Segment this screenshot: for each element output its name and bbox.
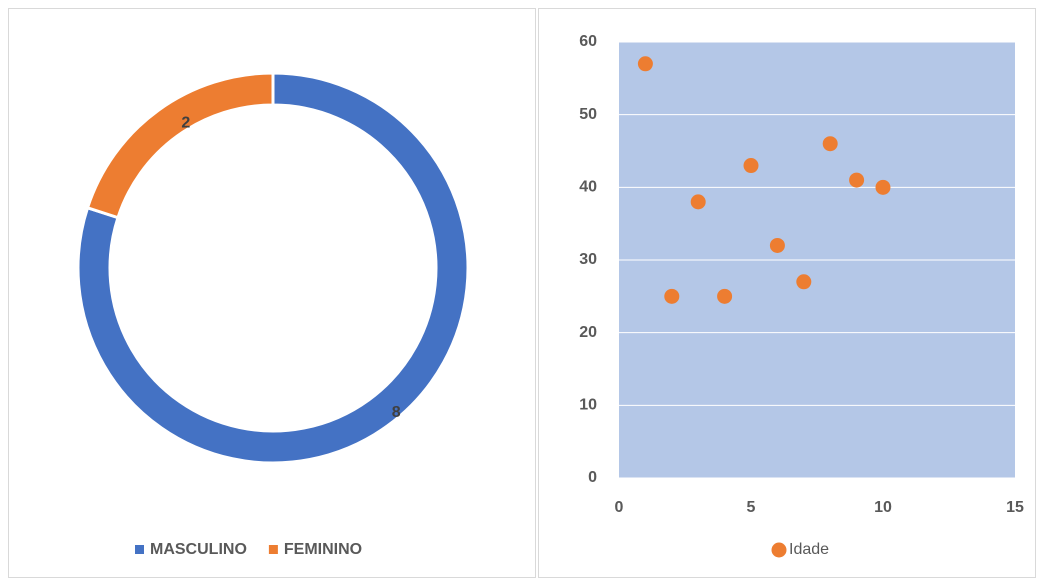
y-tick-label: 30 <box>579 251 597 268</box>
x-tick-label: 15 <box>1006 499 1024 516</box>
legend-label: FEMININO <box>284 541 362 558</box>
scatter-point <box>664 288 680 304</box>
y-tick-label: 50 <box>579 106 597 123</box>
scatter-point <box>822 136 838 152</box>
data-label: 2 <box>181 114 190 131</box>
legend-marker <box>771 542 787 558</box>
scatter-point <box>849 172 865 188</box>
donut-slice <box>76 71 470 465</box>
legend-swatch <box>268 545 278 554</box>
scatter-point <box>637 56 653 72</box>
y-tick-label: 0 <box>588 469 597 486</box>
legend-swatch <box>135 545 144 554</box>
x-tick-label: 10 <box>874 499 892 516</box>
scatter-point <box>769 237 785 253</box>
scatter-point <box>743 158 759 174</box>
data-label: 8 <box>392 404 401 421</box>
y-tick-label: 20 <box>579 324 597 341</box>
scatter-point <box>875 179 891 195</box>
y-tick-label: 60 <box>579 33 597 50</box>
legend-label: MASCULINO <box>150 541 247 558</box>
y-tick-label: 10 <box>579 397 597 414</box>
x-tick-label: 5 <box>747 499 756 516</box>
donut-slice <box>85 71 275 220</box>
scatter-point <box>690 194 706 210</box>
y-tick-label: 40 <box>579 179 597 196</box>
x-tick-label: 0 <box>615 499 624 516</box>
legend-label: Idade <box>789 541 829 558</box>
scatter-point <box>717 288 733 304</box>
scatter-point <box>796 274 812 290</box>
